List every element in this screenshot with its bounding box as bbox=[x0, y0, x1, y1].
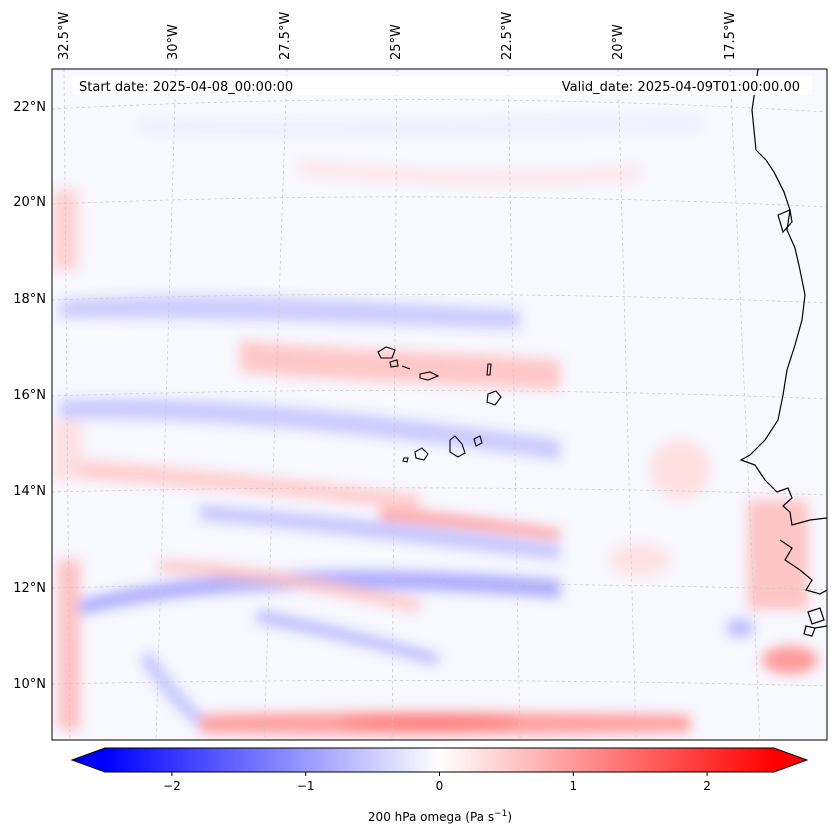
lon-label: 25°W bbox=[389, 24, 404, 60]
latitude-labels: 22°N 20°N 18°N 16°N 14°N 12°N 10°N bbox=[13, 100, 46, 692]
lat-label: 10°N bbox=[13, 677, 46, 692]
longitude-labels: 32.5°W 30°W 27.5°W 25°W 22.5°W 20°W 17.5… bbox=[57, 12, 738, 60]
valid-date-text: Valid_date: 2025-04-09T01:00:00.00 bbox=[562, 80, 800, 95]
omega-field bbox=[52, 115, 818, 736]
colorbar: −2 −1 0 1 2 200 hPa omega (Pa s−1) bbox=[70, 747, 809, 824]
lat-label: 20°N bbox=[13, 195, 46, 210]
colorbar-tick-label: 0 bbox=[436, 779, 444, 793]
colorbar-outline bbox=[70, 747, 809, 773]
coastline bbox=[739, 69, 827, 637]
lat-label: 16°N bbox=[13, 388, 46, 403]
lat-label: 14°N bbox=[13, 484, 46, 499]
lon-label: 17.5°W bbox=[723, 12, 738, 60]
colorbar-tick-label: 1 bbox=[569, 779, 577, 793]
lon-label: 30°W bbox=[166, 24, 181, 60]
cape-verde-islands bbox=[377, 346, 502, 463]
map-panel: Start date: 2025-04-08_00:00:00 Valid_da… bbox=[51, 68, 828, 741]
graticule bbox=[52, 69, 827, 740]
colorbar-body bbox=[105, 748, 774, 772]
colorbar-tick-label: 2 bbox=[703, 779, 711, 793]
colorbar-ticks: −2 −1 0 1 2 bbox=[163, 772, 711, 793]
colorbar-label: 200 hPa omega (Pa s−1) bbox=[368, 809, 512, 824]
lon-label: 27.5°W bbox=[278, 12, 293, 60]
lat-label: 22°N bbox=[13, 100, 46, 115]
map-frame bbox=[51, 68, 828, 741]
colorbar-tick-label: −2 bbox=[163, 779, 181, 793]
lon-label: 22.5°W bbox=[500, 12, 515, 60]
lat-label: 12°N bbox=[13, 581, 46, 596]
lon-label: 32.5°W bbox=[57, 12, 72, 60]
lon-label: 20°W bbox=[611, 24, 626, 60]
colorbar-extend-high bbox=[774, 748, 807, 772]
header-bar bbox=[72, 76, 812, 95]
colorbar-extend-low bbox=[72, 748, 105, 772]
start-date-text: Start date: 2025-04-08_00:00:00 bbox=[79, 80, 293, 95]
lat-label: 18°N bbox=[13, 292, 46, 307]
colorbar-tick-label: −1 bbox=[297, 779, 315, 793]
